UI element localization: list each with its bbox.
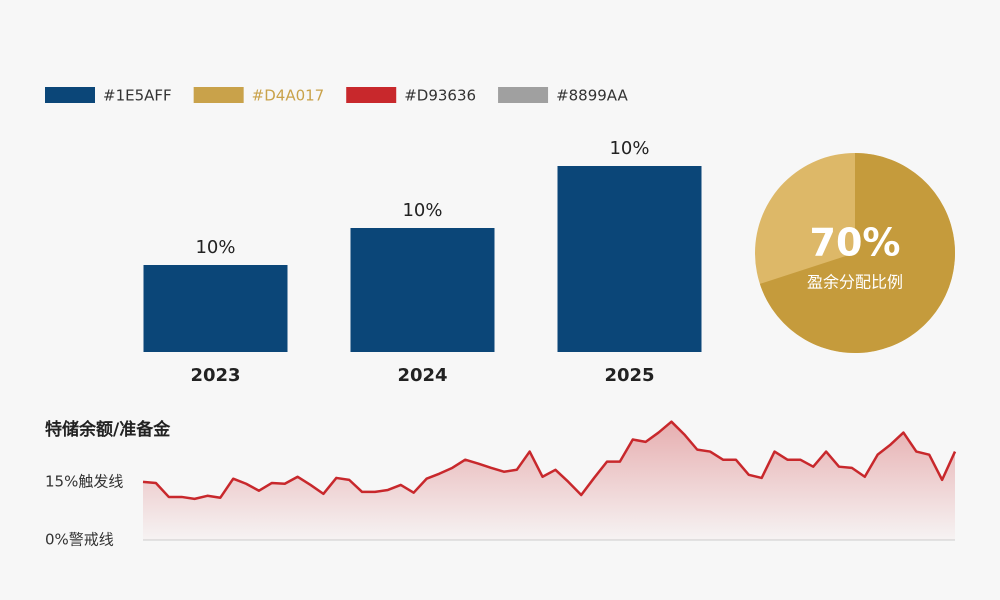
x-tick-label: 2025 bbox=[604, 365, 654, 386]
legend-swatch bbox=[346, 87, 397, 103]
legend-swatch bbox=[498, 87, 549, 103]
y-tick-label: 0%警戒线 bbox=[45, 531, 114, 549]
bar bbox=[143, 265, 288, 352]
legend-swatch bbox=[45, 87, 95, 103]
pie-value-label: 70% bbox=[810, 221, 901, 265]
x-tick-label: 2024 bbox=[397, 365, 447, 386]
bar-label: 10% bbox=[402, 200, 442, 221]
pie-subtitle: 盈余分配比例 bbox=[807, 273, 903, 292]
bar bbox=[557, 166, 702, 352]
chart-title: 特储余额/准备金 bbox=[45, 419, 171, 440]
legend-label: #D93636 bbox=[404, 87, 476, 105]
bar bbox=[350, 228, 495, 352]
line-area bbox=[143, 421, 955, 540]
x-tick-label: 2023 bbox=[190, 365, 240, 386]
line bbox=[142, 420, 957, 501]
bar-label: 10% bbox=[609, 138, 649, 159]
pie-slice bbox=[759, 153, 955, 353]
bar-label: 10% bbox=[195, 237, 235, 258]
legend-label: #D4A017 bbox=[252, 87, 325, 105]
legend-swatch bbox=[193, 87, 244, 103]
y-tick-label: 15%触发线 bbox=[45, 472, 123, 490]
legend-label: #1E5AFF bbox=[103, 87, 172, 105]
legend-label: #8899AA bbox=[556, 87, 628, 105]
